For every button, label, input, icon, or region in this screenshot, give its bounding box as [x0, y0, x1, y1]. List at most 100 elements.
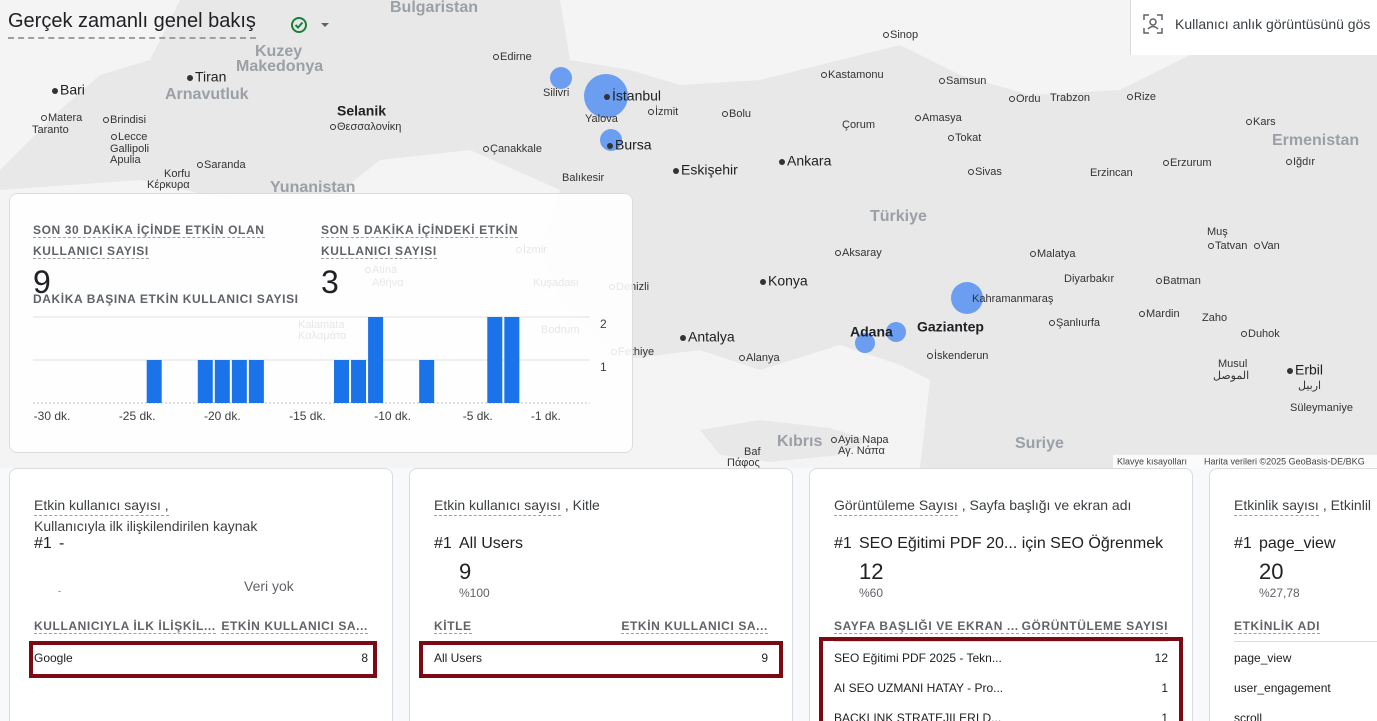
row-value: 9	[761, 651, 768, 665]
row-value: 8	[361, 651, 368, 665]
city-dot	[835, 250, 841, 256]
rank: #1	[1234, 535, 1252, 552]
top-share: %60	[859, 586, 884, 600]
row-label: BACKLINK STRATEJILERI D...	[834, 711, 1002, 721]
city-label: Lecce	[118, 131, 147, 143]
city-dot	[1030, 251, 1036, 257]
x-tick-label: -20 dk.	[204, 409, 241, 423]
city-dot	[197, 162, 203, 168]
x-tick-label: -5 dk.	[463, 409, 493, 423]
city-label: Eskişehir	[681, 162, 738, 178]
highlight-box	[819, 637, 1183, 721]
y-tick-label: 1	[600, 360, 607, 374]
top-share: %100	[459, 586, 490, 600]
city-label: Korfu	[164, 168, 190, 180]
city-dot	[1156, 278, 1162, 284]
snapshot-icon	[1143, 14, 1163, 34]
city-dot	[111, 134, 117, 140]
country-label: Türkiye	[870, 208, 927, 225]
city-dot	[915, 115, 921, 121]
no-data: Veri yok	[244, 578, 294, 594]
table-divider	[834, 641, 1168, 642]
city-dot	[779, 159, 785, 165]
body	[1147, 25, 1159, 30]
metric-label: SON 30 DAKİKA İÇİNDE ETKİN OLAN KULLANIC…	[33, 220, 323, 262]
bubble	[951, 282, 983, 314]
city-dot	[1287, 368, 1293, 374]
card-title-part: Görüntüleme Sayısı	[834, 495, 958, 516]
column-header: SAYFA BAŞLIĞI VE EKRAN ...	[834, 619, 1019, 634]
city-label: Balıkesir	[562, 172, 605, 184]
card-title: Etkinlik sayısı, Etkinlil	[1234, 495, 1377, 516]
rank: #1	[434, 535, 452, 552]
country-label: Kıbrıs	[777, 433, 822, 450]
x-tick-label: -15 dk.	[289, 409, 326, 423]
row-value: 1	[1161, 681, 1168, 695]
city-dot	[41, 115, 47, 121]
card-title-part: Kullanıcıyla ilk ilişkilendirilen kaynak	[34, 518, 258, 534]
city-label: Tatvan	[1215, 240, 1247, 252]
city-dot	[483, 146, 489, 152]
city-label: İskenderun	[934, 349, 988, 362]
city-dot	[1286, 159, 1292, 165]
city-dot	[968, 169, 974, 175]
city-dot	[673, 168, 679, 174]
city-label: Sivas	[975, 166, 1002, 178]
bar	[504, 317, 520, 403]
row-label: page_view	[1234, 651, 1292, 665]
report-card: Etkinlik sayısı, Etkinlil #1 page_view 20 %2…	[1209, 468, 1377, 721]
city-label: الموصل	[1213, 370, 1249, 382]
row-label: AI SEO UZMANI HATAY - Pro...	[834, 681, 1004, 695]
snapshot-button[interactable]: Kullanıcı anlık görüntüsünü gös	[1130, 0, 1377, 55]
city-label: Matera	[48, 112, 83, 124]
city-label: Diyarbakır	[1064, 273, 1114, 285]
bar	[368, 317, 384, 403]
highlight-box	[419, 641, 783, 678]
city-dot	[1127, 94, 1133, 100]
city-label: Antalya	[688, 329, 735, 345]
city-dot	[330, 124, 336, 130]
city-label: Mardin	[1146, 308, 1180, 320]
x-tick-label: -1 dk.	[531, 409, 561, 423]
top-name: -	[59, 535, 65, 552]
metric-label-text: SON 30 DAKİKA İÇİNDE ETKİN OLAN KULLANIC…	[33, 223, 265, 259]
chart-title: DAKİKA BAŞINA ETKİN KULLANICI SAYISI	[33, 292, 299, 306]
city-label: Kastamonu	[828, 69, 884, 81]
city-dot	[1163, 160, 1169, 166]
bar	[146, 360, 162, 403]
x-tick-label: -10 dk.	[374, 409, 411, 423]
row-label: Google	[34, 651, 73, 665]
card-title-part: , Sayfa başlığı ve ekran adı	[961, 497, 1132, 513]
city-dot	[1241, 331, 1247, 337]
city-dot	[1009, 96, 1015, 102]
city-dot	[883, 32, 889, 38]
status-icons[interactable]	[290, 16, 332, 36]
per-minute-chart: 1 2 -30 dk. -25 dk. -20 dk. -15 dk. -10 dk. -5 …	[33, 316, 607, 423]
card-title: Etkin kullanıcı sayısı, Kitle	[434, 495, 774, 516]
report-card: Etkin kullanıcı sayısı, Kitle #1 All Users…	[409, 468, 793, 721]
city-dot	[760, 279, 766, 285]
city-dot	[52, 88, 58, 94]
city-label: Κέρκυρα	[147, 179, 190, 191]
city-dot	[680, 335, 686, 341]
city-dot	[831, 437, 837, 443]
city-dot	[821, 72, 827, 78]
top-value: 12	[859, 559, 884, 584]
page-title: Gerçek zamanlı genel bakış	[8, 10, 256, 39]
city-label: Iğdır	[1293, 156, 1315, 168]
bubble	[886, 322, 906, 342]
report-card: Görüntüleme Sayısı, Sayfa başlığı ve ekr…	[809, 468, 1193, 721]
city-label: Edirne	[500, 51, 532, 63]
city-label: Erbil	[1295, 362, 1323, 378]
country-label: Yunanistan	[270, 179, 355, 196]
city-label: Θεσσαλονίκη	[337, 121, 401, 133]
bubble	[600, 129, 622, 151]
card-title-part: Etkinlik sayısı	[1234, 495, 1319, 516]
city-label: Apulia	[110, 154, 141, 166]
top-name: All Users	[459, 535, 524, 552]
city-label: Bursa	[615, 137, 652, 153]
attribution[interactable]: Klavye kısayolları	[1117, 456, 1187, 466]
row-label: scroll	[1234, 711, 1263, 721]
adriatic-sea	[0, 0, 180, 170]
metric-value: 3	[321, 264, 339, 300]
